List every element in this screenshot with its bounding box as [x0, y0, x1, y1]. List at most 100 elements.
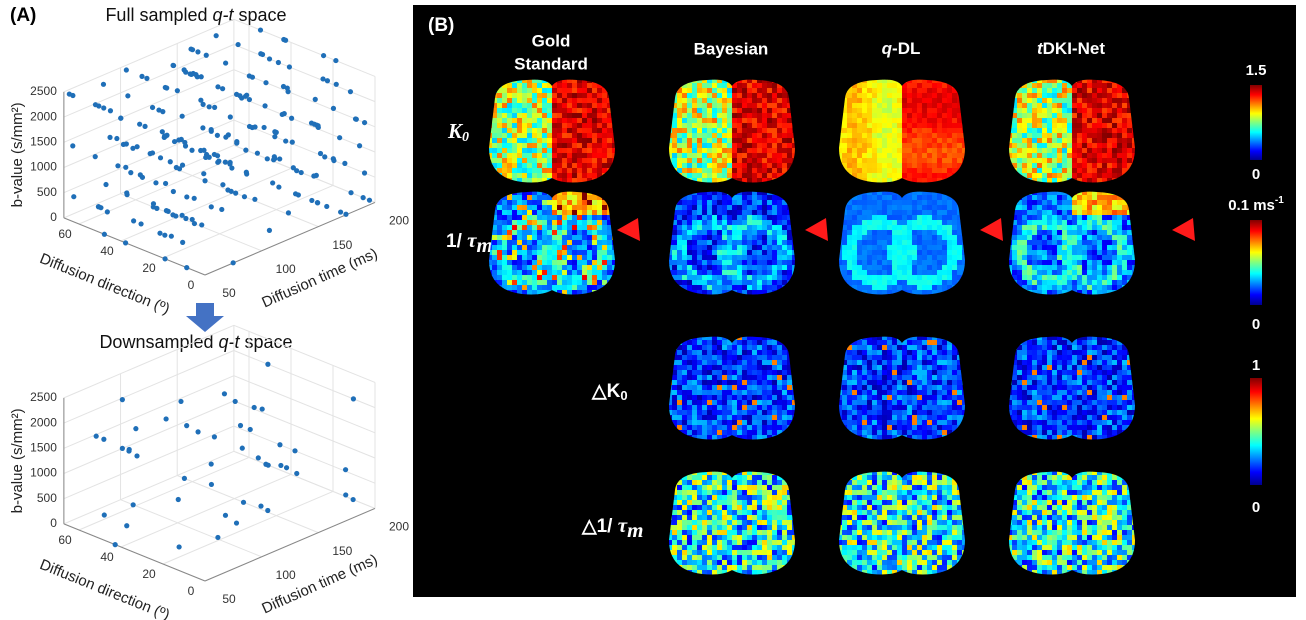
- pixel: [1092, 280, 1097, 285]
- pixel: [857, 108, 862, 113]
- pixel: [1077, 240, 1082, 245]
- pixel: [747, 83, 752, 88]
- pixel: [527, 265, 532, 270]
- pixel: [542, 215, 547, 220]
- pixel: [1027, 128, 1032, 133]
- pixel: [712, 133, 717, 138]
- pixel: [772, 168, 777, 173]
- sample-dot: [170, 63, 175, 68]
- pixel: [732, 255, 737, 260]
- pixel: [842, 260, 847, 265]
- pixel: [752, 113, 757, 118]
- direction-tick-label: 40: [100, 550, 114, 564]
- pixel: [852, 113, 857, 118]
- pixel: [937, 168, 942, 173]
- pixel: [602, 148, 607, 153]
- pixel: [1057, 250, 1062, 255]
- pixel: [547, 153, 552, 158]
- pixel: [712, 83, 717, 88]
- pixel: [922, 210, 927, 215]
- pixel: [602, 133, 607, 138]
- pixel: [557, 133, 562, 138]
- pixel: [1027, 205, 1032, 210]
- pixel: [1027, 133, 1032, 138]
- pixel: [547, 235, 552, 240]
- pixel: [1082, 103, 1087, 108]
- pixel: [907, 133, 912, 138]
- sample-dot: [214, 33, 219, 38]
- pixel: [697, 88, 702, 93]
- pixel: [1012, 240, 1017, 245]
- pixel: [1047, 108, 1052, 113]
- pixel: [687, 148, 692, 153]
- pixel: [712, 275, 717, 280]
- pixel: [947, 255, 952, 260]
- pixel: [1062, 205, 1067, 210]
- pixel: [1097, 210, 1102, 215]
- pixel: [672, 270, 677, 275]
- pixel: [1087, 118, 1092, 123]
- pixel: [902, 153, 907, 158]
- pixel: [942, 163, 947, 168]
- sample-dot: [193, 72, 198, 77]
- pixel: [782, 143, 787, 148]
- pixel: [687, 118, 692, 123]
- pixel: [1087, 163, 1092, 168]
- pixel: [682, 220, 687, 225]
- pixel: [1042, 103, 1047, 108]
- pixel: [522, 103, 527, 108]
- pixel: [917, 210, 922, 215]
- pixel: [1087, 210, 1092, 215]
- pixel: [897, 240, 902, 245]
- pixel: [742, 260, 747, 265]
- pixel: [892, 83, 897, 88]
- pixel: [692, 280, 697, 285]
- sample-dot: [357, 143, 362, 148]
- pixel: [762, 103, 767, 108]
- pixel: [1062, 215, 1067, 220]
- pixel: [857, 220, 862, 225]
- pixel: [1032, 280, 1037, 285]
- pixel: [877, 235, 882, 240]
- pixel: [597, 98, 602, 103]
- pixel: [592, 118, 597, 123]
- pixel: [552, 210, 557, 215]
- pixel: [857, 210, 862, 215]
- pixel: [747, 265, 752, 270]
- pixel: [917, 225, 922, 230]
- pixel: [672, 138, 677, 143]
- pixel: [1042, 83, 1047, 88]
- pixel: [1047, 270, 1052, 275]
- pixel: [1127, 123, 1132, 128]
- pixel: [882, 195, 887, 200]
- pixel: [932, 148, 937, 153]
- pixel: [887, 83, 892, 88]
- pixel: [862, 153, 867, 158]
- pixel: [732, 93, 737, 98]
- pixel: [502, 153, 507, 158]
- pixel: [532, 168, 537, 173]
- pixel: [1072, 235, 1077, 240]
- pixel: [587, 210, 592, 215]
- pixel: [557, 265, 562, 270]
- pixel: [927, 163, 932, 168]
- pixel: [1102, 225, 1107, 230]
- pixel: [692, 103, 697, 108]
- pixel: [737, 98, 742, 103]
- pixel: [1082, 138, 1087, 143]
- pixel: [1027, 200, 1032, 205]
- z-axis-label: b-value (s/mm²): [9, 408, 26, 513]
- pixel: [1027, 240, 1032, 245]
- pixel: [857, 285, 862, 290]
- pixel: [927, 235, 932, 240]
- pixel: [892, 168, 897, 173]
- pixel: [512, 225, 517, 230]
- pixel: [727, 200, 732, 205]
- pixel: [1032, 210, 1037, 215]
- pixel: [512, 108, 517, 113]
- pixel: [1092, 210, 1097, 215]
- pixel: [932, 285, 937, 290]
- pixel: [1112, 103, 1117, 108]
- pixel: [1057, 103, 1062, 108]
- pixel: [1012, 245, 1017, 250]
